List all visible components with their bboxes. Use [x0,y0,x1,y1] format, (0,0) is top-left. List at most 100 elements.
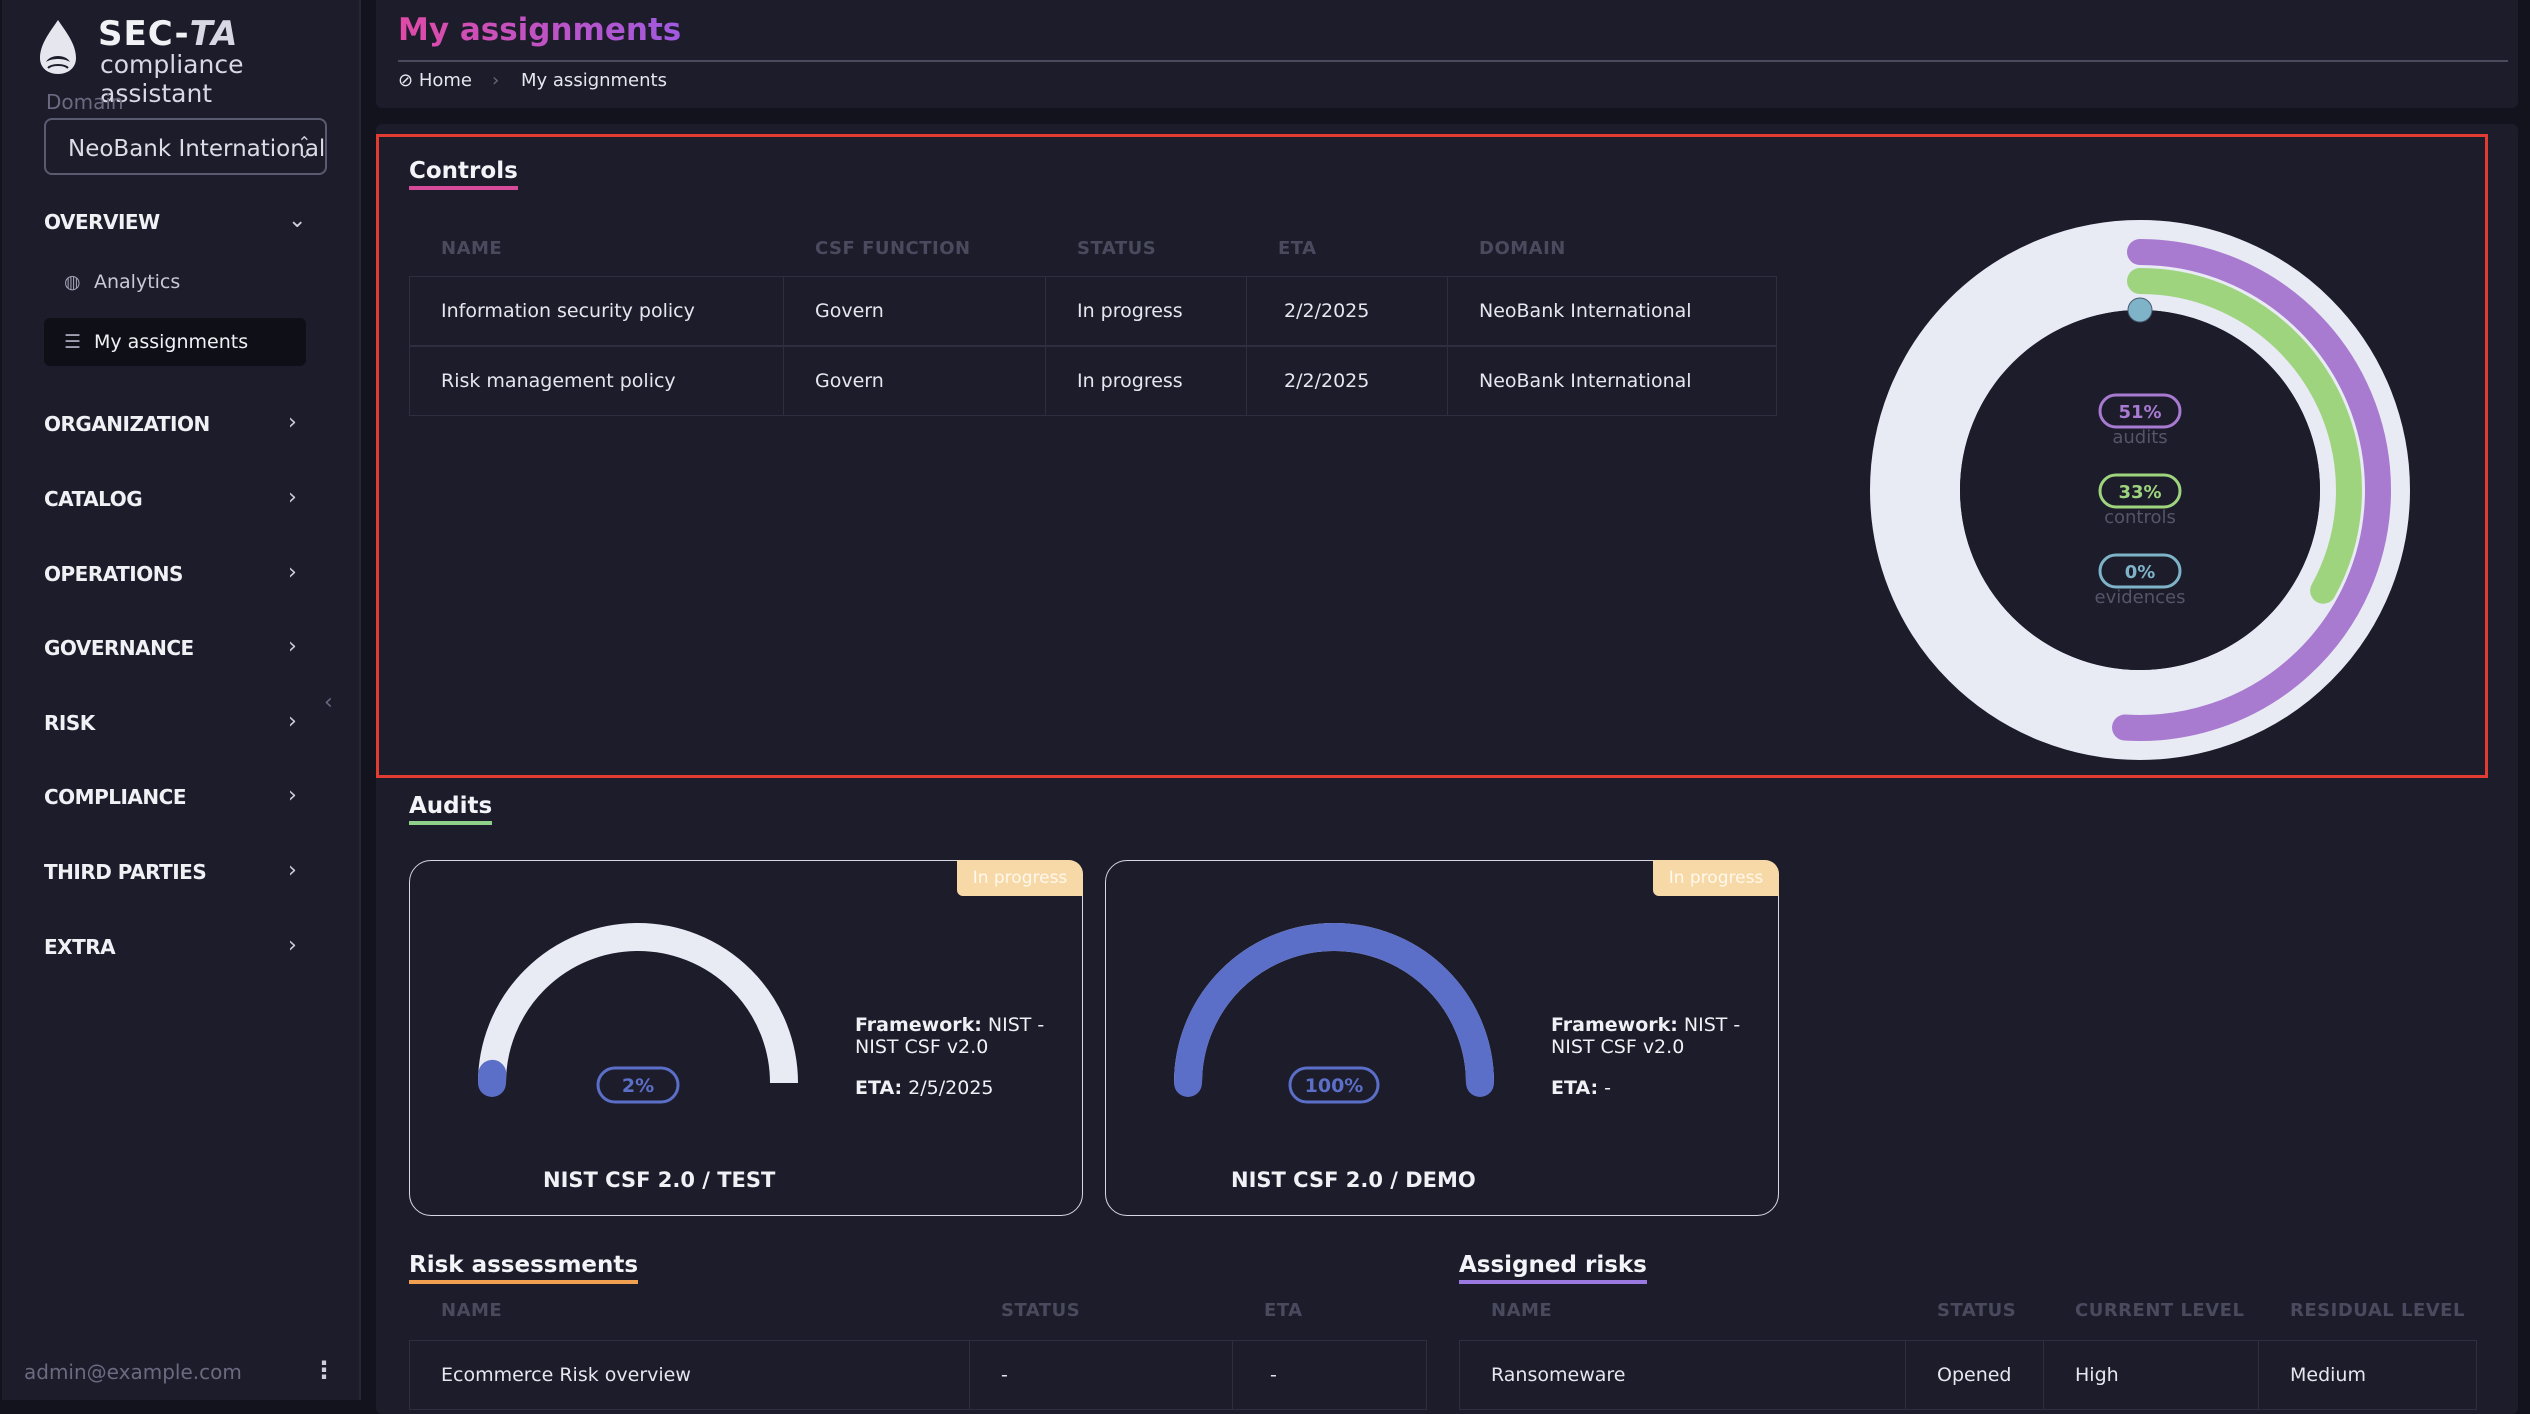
nav-analytics-label: Analytics [94,271,180,293]
col-csf-function: CSF FUNCTION [815,238,971,259]
assigned-risks-title: Assigned risks [1459,1252,1647,1284]
col-name: NAME [441,238,502,259]
status-badge: In progress [1653,860,1779,896]
audit-gauge: 100% [1164,918,1504,1118]
col-status: STATUS [1937,1300,2016,1321]
breadcrumb-separator-icon: › [492,70,499,91]
breadcrumb-current: My assignments [521,70,667,91]
evidences-ring-arc [2128,298,2152,322]
audits-label: audits [2112,427,2167,448]
sidebar: SEC-TA compliance assistant Domain NeoBa… [2,0,361,1400]
table-cell: Govern [815,300,884,322]
breadcrumb-home-label: Home [419,70,472,91]
nav-risk[interactable]: RISK [44,711,95,735]
chevron-right-icon[interactable]: › [288,410,297,435]
evidences-label: evidences [2095,587,2186,608]
select-caret-icon: ⌃⌄ [298,138,311,158]
col-status: STATUS [1001,1300,1080,1321]
gauge-percent: 2% [622,1075,654,1097]
domain-select[interactable]: NeoBank International ⌃⌄ [44,118,327,175]
page-title: My assignments [398,12,681,48]
column-divider [1447,276,1448,416]
col-eta: ETA [1278,238,1317,259]
col-residual-level: RESIDUAL LEVEL [2290,1300,2465,1321]
nav-catalog[interactable]: CATALOG [44,487,142,511]
breadcrumb-home[interactable]: ⊘ Home [398,70,472,91]
analytics-icon: ◍ [64,271,84,293]
column-divider [783,276,784,416]
risk-assessments-title: Risk assessments [409,1252,638,1284]
column-divider [1045,276,1046,416]
audits-title: Audits [409,793,492,825]
controls-label: controls [2104,507,2176,528]
gauge-percent: 100% [1305,1075,1364,1097]
chevron-right-icon[interactable]: › [288,709,297,734]
nav-my-assignments-label: My assignments [94,331,248,353]
table-cell: In progress [1077,370,1183,392]
nav-third-parties[interactable]: THIRD PARTIES [44,860,206,884]
chevron-right-icon[interactable]: › [288,560,297,585]
audit-eta: ETA: - [1551,1077,1611,1099]
chevron-right-icon[interactable]: › [288,858,297,883]
nav-compliance[interactable]: COMPLIANCE [44,785,186,809]
table-cell[interactable]: Ransomeware [1491,1364,1625,1386]
table-cell: 2/2/2025 [1284,300,1369,322]
nav-my-assignments[interactable]: ☰ My assignments [44,318,306,366]
audit-name: NIST CSF 2.0 / DEMO [1231,1168,1476,1192]
logo-icon [36,18,80,76]
table-cell[interactable]: Information security policy [441,300,695,322]
brand-subtitle: compliance assistant [100,50,359,108]
table-cell: 2/2/2025 [1284,370,1369,392]
evidences-pill: 0% evidences [2095,555,2186,608]
col-current-level: CURRENT LEVEL [2075,1300,2244,1321]
progress-ring-chart: 51% audits 33% controls 0% evidences [1870,220,2410,760]
table-cell: - [1270,1364,1277,1386]
nav-governance[interactable]: GOVERNANCE [44,636,194,660]
table-cell: NeoBank International [1479,300,1692,322]
table-cell: In progress [1077,300,1183,322]
audit-name: NIST CSF 2.0 / TEST [543,1168,775,1192]
controls-pill: 33% controls [2100,475,2180,528]
audits-percent: 51% [2118,402,2161,423]
status-badge: In progress [957,860,1083,896]
table-cell: - [1001,1364,1008,1386]
column-divider [1246,276,1247,416]
col-name: NAME [441,1300,502,1321]
evidences-percent: 0% [2125,562,2156,583]
gauge-fill [1188,937,1480,1083]
controls-percent: 33% [2118,482,2161,503]
col-domain: DOMAIN [1479,238,1566,259]
col-eta: ETA [1264,1300,1303,1321]
table-cell[interactable]: Ecommerce Risk overview [441,1364,691,1386]
nav-analytics[interactable]: ◍ Analytics [44,258,306,306]
more-options-icon[interactable]: ⋮ [312,1356,336,1384]
col-status: STATUS [1077,238,1156,259]
table-cell: Opened [1937,1364,2012,1386]
compass-icon: ⊘ [398,70,413,91]
nav-operations[interactable]: OPERATIONS [44,562,183,586]
col-name: NAME [1491,1300,1552,1321]
header-divider [398,60,2508,62]
nav-extra[interactable]: EXTRA [44,935,115,959]
checklist-icon: ☰ [64,331,84,353]
chevron-down-icon[interactable]: ⌄ [288,208,306,233]
collapse-sidebar-icon[interactable]: ‹ [324,690,333,715]
brand-name: SEC-TA [98,14,238,54]
nav-overview[interactable]: OVERVIEW [44,210,160,234]
audit-eta: ETA: 2/5/2025 [855,1077,994,1099]
chevron-right-icon[interactable]: › [288,485,297,510]
audit-framework: Framework: NIST - NIST CSF v2.0 [1551,1014,1771,1058]
user-email: admin@example.com [24,1360,242,1384]
domain-label: Domain [46,90,124,114]
table-cell: NeoBank International [1479,370,1692,392]
nav-organization[interactable]: ORGANIZATION [44,412,210,436]
controls-title: Controls [409,158,518,190]
table-cell: High [2075,1364,2119,1386]
table-cell[interactable]: Risk management policy [441,370,676,392]
table-cell: Medium [2290,1364,2366,1386]
chevron-right-icon[interactable]: › [288,634,297,659]
chevron-right-icon[interactable]: › [288,783,297,808]
audit-gauge: 2% [468,918,808,1118]
audit-framework: Framework: NIST - NIST CSF v2.0 [855,1014,1075,1058]
chevron-right-icon[interactable]: › [288,933,297,958]
